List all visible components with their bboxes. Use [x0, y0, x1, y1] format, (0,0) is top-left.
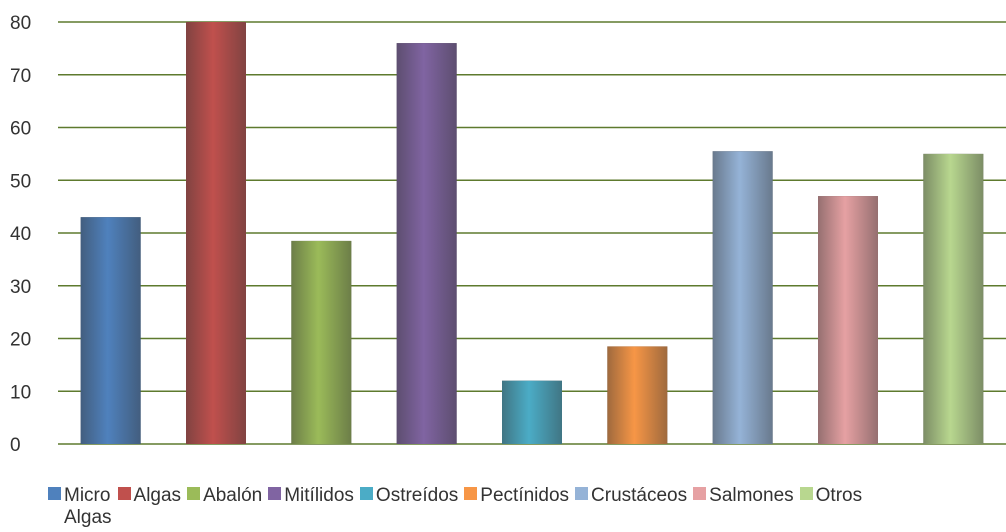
legend-swatch [48, 487, 61, 500]
y-tick-label: 60 [10, 119, 31, 140]
legend-swatch [117, 487, 131, 500]
bar [923, 153, 984, 444]
bars [80, 22, 984, 445]
bar [396, 43, 457, 444]
legend-swatch [575, 487, 589, 500]
legend-swatch [693, 487, 707, 500]
legend-label: Mitílidos [284, 485, 354, 506]
legend-label: Otros [815, 485, 863, 506]
legend-item: Abalón [187, 485, 262, 507]
legend-swatch [359, 487, 373, 500]
legend-item: Ostreídos [359, 485, 459, 507]
legend-label: Algas [133, 485, 182, 506]
legend-label: Ostreídos [375, 485, 459, 506]
y-tick-label: 0 [10, 435, 21, 456]
legend-item: Pectínidos [464, 485, 569, 507]
legend-item: Micro Algas [48, 485, 112, 529]
legend-label: Salmones [709, 485, 794, 506]
legend-swatch [464, 487, 478, 500]
y-tick-label: 50 [10, 171, 31, 192]
legend-label: Micro Algas [64, 485, 112, 528]
bar [291, 240, 352, 444]
y-tick-label: 10 [10, 382, 31, 403]
bar [712, 151, 773, 445]
legend-label: Crustáceos [591, 485, 688, 506]
legend-swatch [187, 487, 201, 500]
legend-label: Pectínidos [480, 485, 570, 506]
y-tick-label: 70 [10, 66, 31, 87]
y-tick-label: 20 [10, 330, 31, 351]
legend-swatch [268, 487, 282, 500]
legend-item: Mitílidos [268, 485, 354, 507]
y-tick-label: 40 [10, 224, 31, 245]
y-axis-ticks: 0 10 20 30 40 50 60 70 80 [10, 13, 31, 456]
bar [818, 196, 878, 444]
legend-swatch [799, 487, 813, 500]
y-tick-label: 30 [10, 277, 31, 298]
legend-label: Abalón [203, 485, 263, 506]
bar [502, 380, 562, 444]
bar-chart: 0 10 20 30 40 50 60 70 80 [10, 13, 1006, 456]
y-tick-label: 80 [10, 13, 31, 34]
bar [80, 217, 141, 444]
legend-item: Salmones [693, 485, 794, 507]
legend: Micro Algas Algas Abalón Mitílidos Ostreídos… [48, 485, 1006, 529]
legend-item: Otros [799, 485, 863, 507]
legend-item: Crustáceos [575, 485, 687, 507]
legend-item: Algas [117, 485, 182, 507]
bar [607, 346, 668, 444]
bar [186, 22, 246, 444]
